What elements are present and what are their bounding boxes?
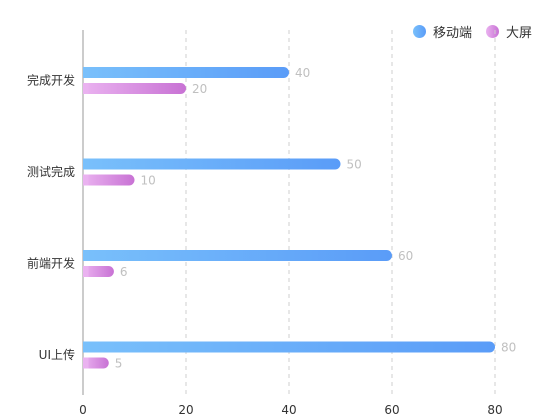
y-category-label: 前端开发: [27, 256, 75, 271]
legend-item-bigscreen[interactable]: 大屏: [485, 22, 532, 41]
x-tick-label: 40: [281, 403, 296, 417]
bar: [83, 341, 495, 353]
x-tick-label: 0: [79, 403, 87, 417]
data-label: 40: [295, 66, 310, 80]
bar: [83, 174, 135, 186]
bar: [83, 266, 114, 277]
data-label: 80: [501, 341, 516, 355]
bar-left-cap: [83, 174, 89, 186]
legend: 移动端 大屏: [412, 22, 532, 41]
bar: [83, 158, 341, 170]
bar: [83, 67, 289, 78]
legend-item-mobile[interactable]: 移动端: [412, 22, 472, 41]
bar-left-cap: [83, 158, 89, 170]
bar-left-cap: [83, 266, 89, 277]
bar-left-cap: [83, 83, 89, 94]
y-category-label: 测试完成: [27, 164, 75, 179]
bar-left-cap: [83, 357, 89, 369]
data-label: 20: [192, 82, 207, 96]
data-label: 6: [120, 265, 128, 279]
bar: [83, 357, 109, 369]
x-tick-label: 60: [384, 403, 399, 417]
legend-dot-mobile-icon: [412, 25, 426, 38]
y-category-label: UI上传: [39, 347, 75, 362]
legend-label-bigscreen: 大屏: [505, 26, 532, 41]
x-tick-label: 20: [178, 403, 193, 417]
bar-left-cap: [83, 67, 89, 78]
bar: [83, 83, 186, 94]
bar: [83, 250, 392, 261]
legend-label-mobile: 移动端: [432, 26, 472, 41]
legend-dot-bigscreen-icon: [485, 25, 499, 38]
y-category-label: 完成开发: [27, 73, 75, 88]
x-tick-label: 80: [487, 403, 502, 417]
bar-left-cap: [83, 341, 89, 353]
data-label: 60: [398, 249, 413, 263]
data-label: 50: [347, 158, 362, 172]
bar-left-cap: [83, 250, 89, 261]
data-label: 10: [141, 174, 156, 188]
data-label: 5: [115, 357, 123, 371]
